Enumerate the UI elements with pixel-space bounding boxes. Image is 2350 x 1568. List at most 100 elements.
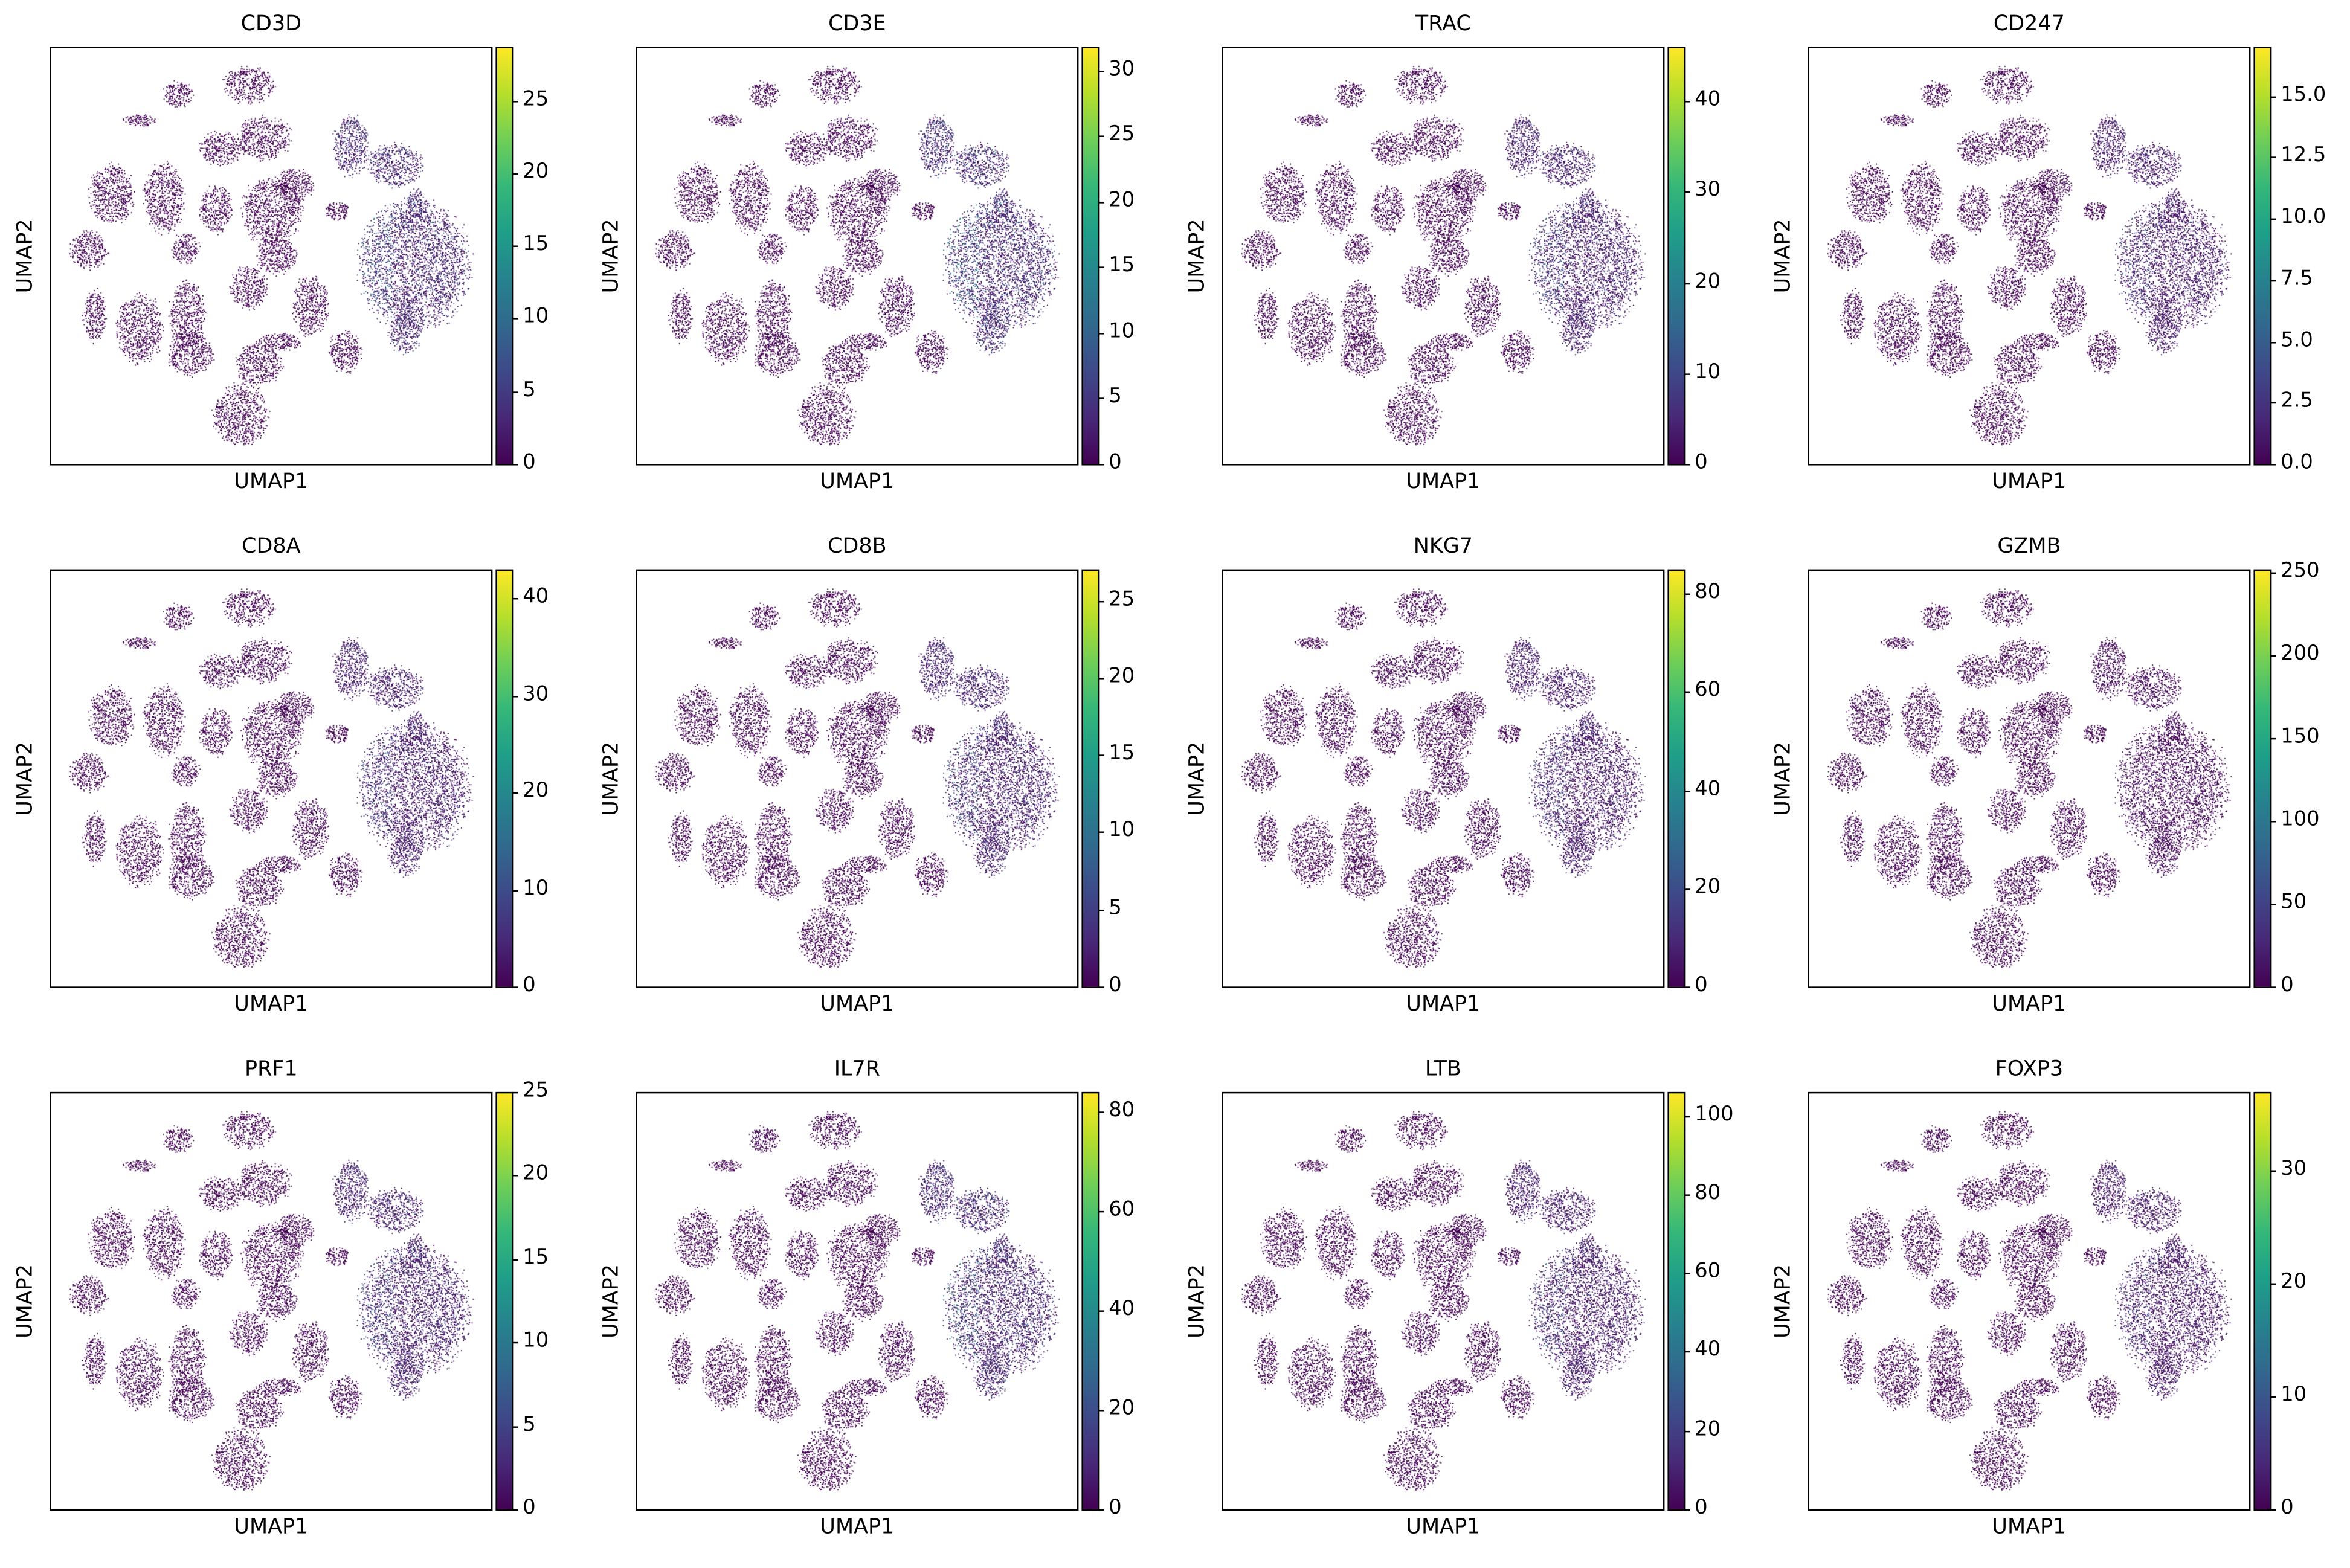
y-axis-label: UMAP2 (1771, 219, 1796, 294)
tick-label: 2.5 (2281, 388, 2313, 413)
colorbar (2253, 569, 2272, 988)
tick-label: 15.0 (2281, 82, 2326, 106)
tick-label: 20 (1109, 188, 1135, 213)
tick-mark (2270, 1171, 2276, 1172)
tick-label: 20 (523, 779, 549, 803)
umap-panel-cd247: CD247 UMAP1 UMAP2 0.0 2.5 5.0 7.5 10.0 12.5 15… (1758, 0, 2344, 522)
tick-mark (512, 792, 518, 794)
tick-label: 150 (2281, 724, 2320, 749)
tick-mark (2270, 95, 2276, 98)
tick-label: 10 (1109, 319, 1135, 344)
tick-mark (2270, 280, 2276, 281)
y-axis-label: UMAP2 (1185, 219, 1210, 294)
tick-label: 5 (1109, 895, 1122, 920)
colorbar (1081, 569, 1100, 988)
x-axis-label: UMAP1 (820, 992, 895, 1017)
tick-label: 200 (2281, 641, 2320, 666)
tick-mark (1098, 464, 1104, 466)
scatter-points (637, 571, 1077, 987)
tick-label: 15 (523, 1245, 549, 1270)
panel-title: CD247 (1993, 11, 2065, 36)
tick-label: 20 (523, 1162, 549, 1186)
tick-mark (512, 1175, 518, 1177)
tick-label: 0 (523, 972, 536, 997)
tick-mark (2270, 218, 2276, 220)
colorbar (495, 569, 514, 988)
tick-label: 15 (1109, 741, 1135, 766)
tick-label: 250 (2281, 559, 2320, 583)
tick-label: 30 (1109, 56, 1135, 81)
tick-label: 0 (1695, 1496, 1708, 1520)
tick-mark (1098, 677, 1104, 680)
tick-label: 60 (1695, 1259, 1721, 1284)
tick-label: 0 (1109, 972, 1122, 997)
tick-mark (2270, 157, 2276, 159)
tick-mark (1684, 986, 1690, 988)
x-axis-label: UMAP1 (1406, 1515, 1481, 1540)
tick-label: 80 (1695, 580, 1721, 605)
panel-title: CD3D (240, 11, 302, 36)
scatter-axes (1222, 47, 1665, 466)
panel-title: IL7R (834, 1057, 880, 1082)
tick-label: 10 (523, 304, 549, 329)
umap-panel-cd3d: CD3D UMAP1 UMAP2 0 5 10 15 20 25 (0, 0, 586, 522)
panel-title: CD8B (828, 535, 887, 559)
tick-label: 80 (1695, 1180, 1721, 1205)
y-axis-label: UMAP2 (1185, 1264, 1210, 1338)
tick-label: 10 (523, 1328, 549, 1353)
scatter-points (1809, 571, 2249, 987)
tick-mark (1098, 332, 1104, 335)
tick-mark (512, 391, 518, 393)
y-axis-label: UMAP2 (1771, 741, 1796, 816)
tick-label: 10 (2281, 1383, 2307, 1407)
x-axis-label: UMAP1 (234, 1515, 309, 1540)
scatter-points (637, 1093, 1077, 1509)
tick-mark (2270, 464, 2276, 466)
tick-mark (1684, 101, 1690, 103)
tick-mark (512, 318, 518, 320)
tick-label: 0.0 (2281, 450, 2313, 475)
scatter-points (1223, 1093, 1663, 1509)
tick-mark (1684, 1509, 1690, 1511)
scatter-points (51, 571, 491, 987)
y-axis-label: UMAP2 (599, 219, 624, 294)
umap-panel-prf1: PRF1 UMAP1 UMAP2 0 5 10 15 20 25 (0, 1046, 586, 1568)
x-axis-label: UMAP1 (820, 1515, 895, 1540)
tick-label: 0 (1695, 972, 1708, 997)
tick-mark (512, 1509, 518, 1511)
tick-label: 5.0 (2281, 327, 2313, 352)
scatter-axes (1808, 47, 2251, 466)
tick-mark (1684, 1351, 1690, 1354)
tick-mark (2270, 1396, 2276, 1398)
tick-mark (1098, 1211, 1104, 1213)
tick-mark (1684, 888, 1690, 890)
tick-mark (512, 1342, 518, 1344)
tick-mark (1684, 464, 1690, 466)
scatter-points (1223, 48, 1663, 464)
umap-panel-cd8a: CD8A UMAP1 UMAP2 0 10 20 30 40 (0, 522, 586, 1045)
tick-mark (1098, 267, 1104, 269)
colorbar (1667, 1091, 1686, 1511)
scatter-axes (50, 47, 493, 466)
tick-label: 7.5 (2281, 266, 2313, 291)
y-axis-label: UMAP2 (1185, 741, 1210, 816)
tick-mark (2270, 573, 2276, 574)
tick-label: 30 (2281, 1157, 2307, 1181)
tick-label: 5 (523, 378, 536, 402)
scatter-axes (1808, 569, 2251, 988)
tick-label: 40 (1695, 87, 1721, 112)
scatter-points (51, 1093, 491, 1509)
tick-mark (1684, 191, 1690, 194)
umap-panel-trac: TRAC UMAP1 UMAP2 0 10 20 30 40 (1172, 0, 1758, 522)
colorbar (495, 47, 514, 466)
tick-mark (1098, 832, 1104, 834)
tick-label: 20 (1695, 269, 1721, 294)
colorbar (2253, 47, 2272, 466)
panel-title: FOXP3 (1995, 1057, 2064, 1082)
colorbar (1667, 47, 1686, 466)
tick-mark (2270, 1509, 2276, 1511)
tick-label: 20 (1109, 1396, 1135, 1421)
tick-label: 20 (523, 159, 549, 184)
y-axis-label: UMAP2 (599, 1264, 624, 1338)
